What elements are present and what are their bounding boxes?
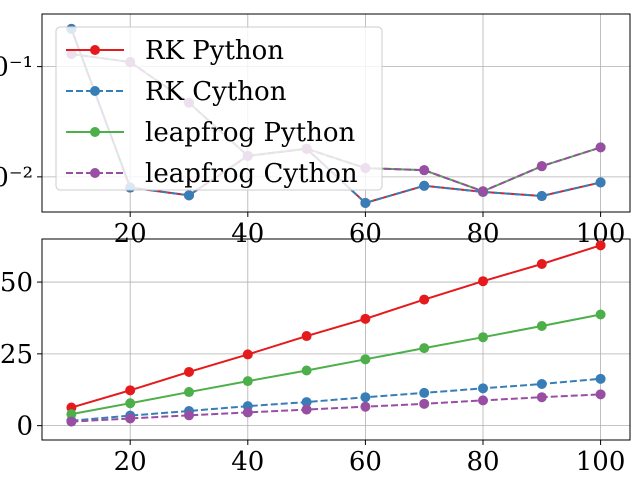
data-point-rk-cython [419,180,430,191]
data-point-leapfrog-cython [301,404,312,415]
data-point-leapfrog-python [242,376,253,387]
data-point-leapfrog-cython [419,165,430,176]
data-point-leapfrog-python [301,365,312,376]
data-point-rk-cython [419,387,430,398]
legend-marker-leapfrog-cython [90,168,100,178]
x-tick-label: 80 [466,447,499,477]
data-point-rk-cython [595,177,606,188]
axes-frame [41,238,631,441]
data-point-rk-cython [536,379,547,390]
legend-box [55,26,383,191]
legend-label-leapfrog-python: leapfrog Python [145,118,355,148]
series-line-rk-cython [71,377,601,422]
data-point-rk-python [184,366,194,377]
data-point-leapfrog-python [595,309,606,320]
data-point-leapfrog-python [360,354,371,365]
data-point-rk-python [419,294,430,305]
legend: RK Python RK Cython leapfrog Python leapfro… [55,26,383,191]
data-point-leapfrog-python [478,332,488,343]
data-point-rk-python [125,385,136,396]
data-point-leapfrog-python [536,321,547,332]
legend-marker-rk-python [90,45,100,55]
data-point-rk-cython [595,373,606,384]
data-point-leapfrog-cython [595,142,606,153]
data-point-rk-python [536,258,547,269]
legend-label-leapfrog-cython: leapfrog Cython [145,159,358,189]
data-point-rk-cython [184,190,194,201]
data-point-leapfrog-cython [360,401,371,412]
data-point-leapfrog-cython [478,395,488,406]
legend-label-rk-python: RK Python [145,36,284,66]
data-point-leapfrog-python [125,398,136,409]
x-tick-label: 20 [114,447,147,477]
bottom-panel-linear-plot: 20 40 60 80 100 0 25 50 [0,238,631,477]
x-tick-label: 60 [349,447,382,477]
series-line-leapfrog-python [71,313,601,416]
data-point-rk-cython [536,191,547,202]
y-tick-label: 0⁻¹ [0,53,33,83]
data-point-rk-cython [360,392,371,403]
data-point-rk-cython [301,397,312,408]
data-point-rk-python [478,276,488,287]
data-point-leapfrog-python [184,387,194,398]
legend-marker-leapfrog-python [90,127,100,137]
data-point-rk-python [595,240,606,251]
data-point-leapfrog-cython [478,186,488,197]
data-point-leapfrog-cython [536,392,547,403]
data-point-rk-python [242,349,253,360]
data-point-leapfrog-cython [242,407,253,418]
data-point-leapfrog-cython [536,161,547,172]
data-point-leapfrog-cython [66,416,77,427]
legend-label-rk-cython: RK Cython [145,77,287,107]
axes-frame [41,13,631,213]
data-point-leapfrog-cython [419,398,430,409]
series-line-leapfrog-cython [71,393,601,423]
data-point-leapfrog-python [66,409,77,420]
data-point-leapfrog-cython [184,410,194,421]
series-group [66,240,606,427]
data-point-rk-python [301,331,312,342]
series-line-rk-python [71,244,601,409]
data-point-leapfrog-cython [595,389,606,400]
y-tick-label: 0⁻² [0,163,33,193]
data-point-leapfrog-python [419,343,430,354]
data-point-leapfrog-cython [125,413,136,424]
y-tick-label: 25 [0,340,33,370]
data-point-rk-cython [478,383,488,394]
x-tick-label: 40 [231,447,264,477]
data-point-rk-cython [360,197,371,208]
x-tick-label: 100 [576,447,626,477]
legend-marker-rk-cython [90,86,100,96]
data-point-rk-python [360,313,371,324]
y-tick-label: 0 [16,412,33,442]
y-tick-label: 50 [0,268,33,298]
